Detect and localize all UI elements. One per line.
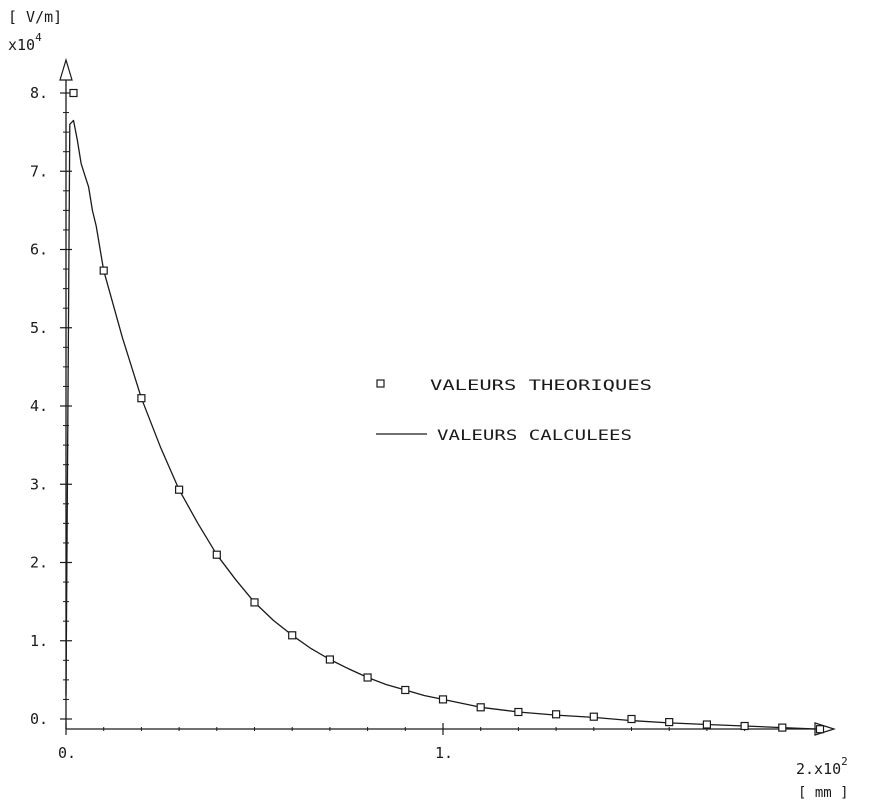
y-multiplier-exponent: 4 xyxy=(35,31,42,44)
data-point-theorique xyxy=(363,673,372,682)
data-point-theorique xyxy=(476,703,485,712)
x-tick-label: 0. xyxy=(58,744,76,762)
y-axis-multiplier: x104 xyxy=(8,31,42,54)
x-axis-label: [ mm ] xyxy=(798,785,849,801)
data-point-theorique xyxy=(702,720,712,729)
y-tick-label: 0. xyxy=(30,710,48,728)
x-axis-multiplier: 2.x102 xyxy=(796,755,848,778)
y-tick-label: 2. xyxy=(30,554,48,572)
y-tick-label: 8. xyxy=(30,84,48,102)
data-point-theorique xyxy=(69,88,78,98)
y-axis-label: [ V/m] xyxy=(8,8,62,26)
x-tick-label: 1. xyxy=(435,744,453,762)
y-tick-label: 3. xyxy=(30,475,48,493)
y-tick-label: 1. xyxy=(30,632,48,650)
y-tick-label: 7. xyxy=(30,162,48,180)
legend-label-calculees: VALEURS CALCULEES xyxy=(437,428,632,444)
data-point-theorique xyxy=(99,266,108,275)
data-point-theorique xyxy=(288,631,297,640)
data-point-theorique xyxy=(175,485,184,494)
minor-ticks xyxy=(63,112,783,731)
data-point-theorique xyxy=(627,714,636,724)
data-point-theorique xyxy=(551,710,561,719)
data-point-theorique xyxy=(778,723,787,732)
y-tick-label: 4. xyxy=(30,397,48,415)
y-multiplier-base: x10 xyxy=(8,36,35,54)
data-point-theorique xyxy=(250,598,259,607)
y-axis-arrow-icon xyxy=(59,57,73,81)
data-point-theorique xyxy=(137,394,146,403)
data-point-theorique xyxy=(589,712,598,721)
x-multiplier-base: 2.x10 xyxy=(796,760,841,778)
series-line-calculees xyxy=(65,119,821,730)
legend-label-theoriques: VALEURS THEORIQUES xyxy=(430,378,652,394)
legend-marker-square xyxy=(376,379,385,388)
x-multiplier-exponent: 2 xyxy=(841,755,848,768)
data-point-theorique xyxy=(401,685,410,695)
data-point-theorique xyxy=(740,721,749,731)
x-ticks: 0. 1. xyxy=(58,723,453,762)
y-tick-label: 6. xyxy=(30,241,48,259)
data-point-theorique xyxy=(665,717,674,727)
series-markers-theoriques xyxy=(69,88,825,734)
legend: VALEURS THEORIQUES VALEURS CALCULEES xyxy=(376,378,652,444)
y-ticks: 0. 1. 2. 3. 4. 5. 6. 7. 8. xyxy=(30,84,72,728)
data-point-theorique xyxy=(325,655,334,664)
data-point-theorique xyxy=(514,707,523,717)
data-point-theorique xyxy=(815,725,825,734)
data-point-theorique xyxy=(212,550,221,559)
data-point-theorique xyxy=(438,695,448,704)
axes xyxy=(59,57,836,736)
y-tick-label: 5. xyxy=(30,319,48,337)
